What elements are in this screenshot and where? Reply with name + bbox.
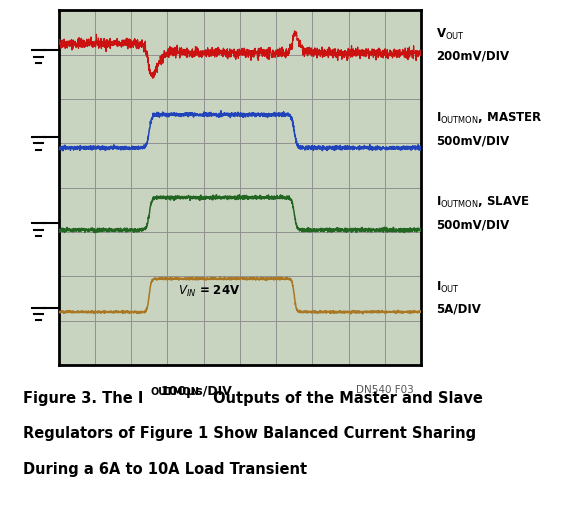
Text: $V_{IN}$ = 24V: $V_{IN}$ = 24V [178, 284, 240, 299]
Text: 5A/DIV: 5A/DIV [436, 303, 481, 316]
Text: I$_{\mathsf{OUT}}$: I$_{\mathsf{OUT}}$ [436, 279, 460, 295]
Text: 100μs/DIV: 100μs/DIV [160, 385, 232, 398]
Text: During a 6A to 10A Load Transient: During a 6A to 10A Load Transient [23, 462, 308, 477]
Text: 500mV/DIV: 500mV/DIV [436, 134, 509, 147]
Text: I$_{\mathsf{OUTMON}}$, SLAVE: I$_{\mathsf{OUTMON}}$, SLAVE [436, 195, 529, 210]
Text: Regulators of Figure 1 Show Balanced Current Sharing: Regulators of Figure 1 Show Balanced Cur… [23, 426, 477, 441]
Text: Figure 3. The I: Figure 3. The I [23, 391, 144, 406]
Text: Outputs of the Master and Slave: Outputs of the Master and Slave [208, 391, 483, 406]
Text: OUTMON: OUTMON [151, 387, 200, 397]
Text: 500mV/DIV: 500mV/DIV [436, 219, 509, 232]
Text: DN540 F03: DN540 F03 [356, 385, 414, 395]
Text: I$_{\mathsf{OUTMON}}$, MASTER: I$_{\mathsf{OUTMON}}$, MASTER [436, 111, 542, 126]
Text: 200mV/DIV: 200mV/DIV [436, 50, 509, 63]
Text: V$_{\mathsf{OUT}}$: V$_{\mathsf{OUT}}$ [436, 26, 464, 42]
